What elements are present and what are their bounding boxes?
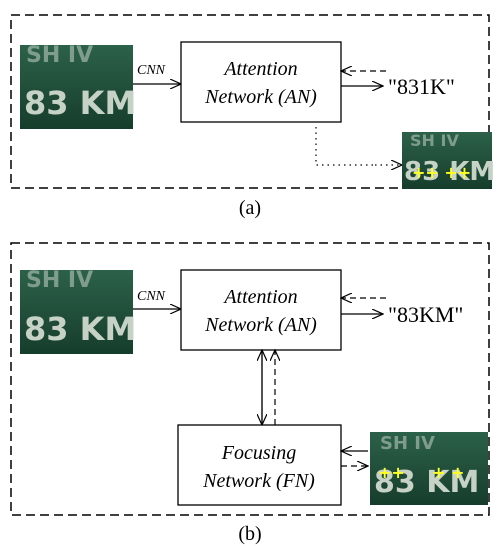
panel-a-an-line2: Network (AN): [204, 86, 317, 108]
panel-b-focusing-network-box: [177, 424, 342, 506]
panel-b-input-image: SH IV 83 KM: [20, 268, 136, 354]
panel-b-focus-marks-2: + +: [432, 463, 464, 482]
panel-b-output-text: "83KM": [388, 302, 463, 327]
svg-text:83 KM: 83 KM: [374, 465, 479, 500]
panel-a-output-text: "831K": [388, 74, 455, 99]
panel-a-border: [10, 14, 490, 189]
panel-b-attention-network-box: [180, 269, 342, 351]
svg-text:SH IV: SH IV: [26, 268, 93, 293]
panel-a-attention-network-box: [180, 41, 342, 123]
panel-b-plate-text: 83 KM: [24, 310, 136, 348]
panel-a-dotted-connector: [315, 127, 375, 166]
panel-b: SH IV 83 KM CNN Attention Network (AN) "…: [10, 242, 490, 545]
svg-text:SH IV: SH IV: [380, 433, 435, 454]
panel-a-input-image: SH IV 83 KM: [20, 43, 136, 129]
panel-b-an-line1: Attention: [222, 286, 297, 308]
panel-a: SH IV 83 KM CNN Attention Network (AN) "…: [10, 14, 495, 219]
panel-b-border: [10, 242, 490, 516]
panel-a-attention-marks: ++ ++: [412, 163, 471, 182]
panel-b-cnn-label: CNN: [137, 289, 166, 304]
panel-b-fn-line2: Network (FN): [202, 470, 315, 492]
panel-a-attention-image: SH IV 83 KM ++ ++: [402, 131, 495, 189]
panel-b-focus-marks-1: ++: [378, 463, 405, 482]
panel-b-caption: (b): [238, 523, 261, 545]
svg-text:SH IV: SH IV: [26, 43, 93, 68]
panel-a-an-line1: Attention: [222, 58, 297, 80]
panel-a-cnn-label: CNN: [137, 63, 166, 78]
panel-a-caption: (a): [239, 197, 261, 219]
panel-b-fn-line1: Focusing: [221, 442, 296, 464]
panel-a-plate-text: 83 KM: [24, 84, 136, 122]
svg-text:SH IV: SH IV: [410, 131, 459, 150]
panel-b-an-line2: Network (AN): [204, 314, 317, 336]
svg-text:83 KM: 83 KM: [404, 157, 495, 187]
panel-b-focused-image: SH IV 83 KM ++ + +: [370, 432, 488, 505]
